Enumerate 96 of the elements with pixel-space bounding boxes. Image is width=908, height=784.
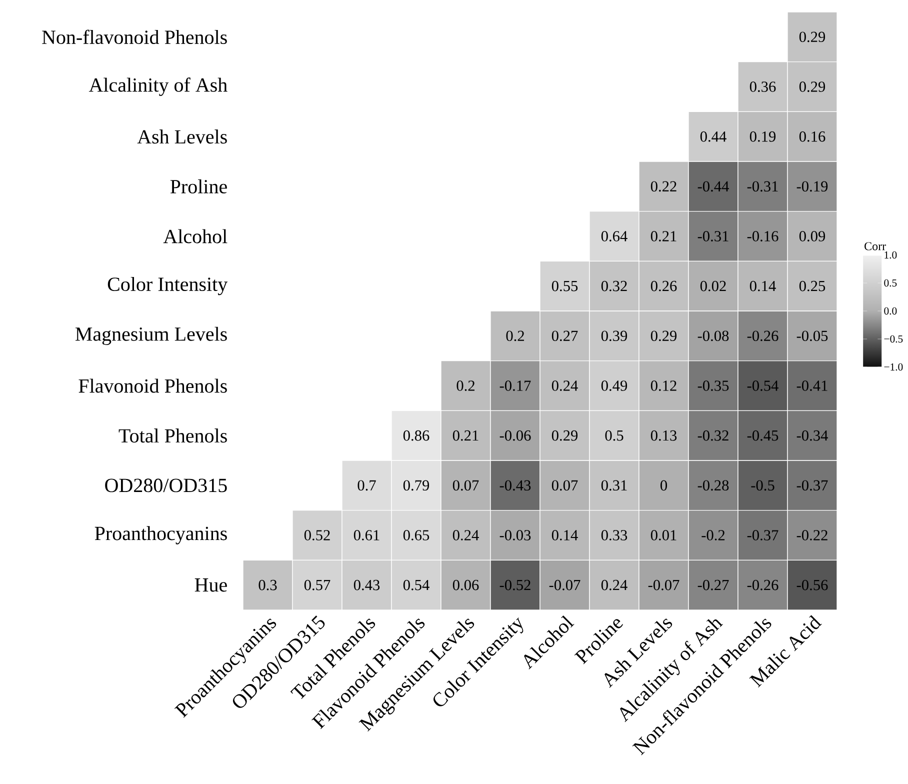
y-tick-label: Hue [194, 578, 227, 592]
data-label: 0.29 [650, 330, 677, 342]
data-label: 0.86 [403, 430, 430, 441]
y-tick-label: Proline [170, 179, 227, 194]
data-label: 0.2 [506, 330, 524, 342]
data-label: -0.05 [796, 330, 828, 342]
data-label: -0.07 [549, 580, 580, 590]
data-label: -0.5 [751, 480, 774, 491]
data-label: -0.37 [747, 530, 778, 540]
data-label: 0.16 [799, 131, 826, 142]
data-label: -0.54 [747, 380, 778, 391]
data-label: 0.25 [799, 280, 826, 292]
data-label: -0.44 [698, 181, 729, 192]
data-label: 0.24 [452, 530, 479, 540]
data-label: 0.39 [601, 330, 628, 342]
data-label: 0.24 [552, 380, 578, 391]
y-tick-label: Color Intensity [108, 276, 228, 296]
data-label: 0.07 [552, 480, 578, 491]
data-label: 0.22 [650, 181, 676, 192]
data-label: -0.2 [702, 530, 725, 540]
data-label: -0.03 [500, 530, 531, 540]
data-label: 0.61 [354, 530, 380, 540]
y-tick-label: Non-flavonoid Phenols [42, 30, 227, 44]
data-label: -0.31 [747, 181, 778, 192]
y-tick-label: Alcalinity of Ash [88, 78, 228, 96]
data-label: 0.5 [605, 430, 624, 441]
data-label: -0.35 [698, 380, 729, 391]
y-tick-label: Total Phenols [118, 428, 227, 443]
data-label: 0.13 [650, 430, 677, 441]
color-bar-label: 1.0 [884, 251, 897, 259]
data-label: -0.27 [698, 580, 729, 590]
data-label: 0.7 [358, 480, 376, 491]
y-tick-label: OD280/OD315 [105, 478, 227, 492]
data-label: 0.3 [258, 580, 277, 590]
data-label: 0.29 [552, 430, 578, 441]
data-label: 0.65 [403, 530, 430, 540]
y-tick-label: Alcohol [163, 229, 228, 244]
data-label: 0.14 [750, 280, 776, 292]
data-label: 0.07 [452, 480, 479, 491]
y-tick-label: Proanthocyanins [94, 526, 227, 544]
data-label: 0.36 [750, 82, 776, 92]
data-label: 0.54 [403, 580, 430, 590]
data-label: -0.31 [698, 231, 728, 242]
data-label: 0.29 [799, 32, 826, 42]
data-label: 0.19 [750, 131, 776, 142]
data-label: 0.14 [552, 530, 578, 540]
data-label: -0.17 [500, 380, 531, 391]
data-label: -0.08 [698, 330, 729, 342]
data-label: 0.57 [304, 580, 330, 590]
data-label: -0.19 [796, 181, 828, 192]
data-label: -0.32 [698, 430, 728, 441]
data-label: 0.12 [650, 380, 676, 391]
data-label: -0.16 [747, 231, 778, 242]
data-label: 0.64 [601, 231, 628, 242]
data-label: -0.41 [796, 380, 828, 391]
y-tick-label: Magnesium Levels [75, 326, 227, 345]
data-label: 0.44 [700, 131, 726, 142]
data-label: 0.29 [799, 82, 826, 92]
data-label: -0.26 [747, 580, 778, 590]
data-label: 0.79 [403, 480, 430, 491]
data-label: -0.52 [500, 580, 530, 590]
data-label: 0.24 [601, 580, 628, 590]
data-label: 0.02 [700, 280, 726, 292]
data-label: 0.01 [650, 530, 676, 540]
data-label: 0.52 [304, 530, 330, 540]
data-label: -0.45 [747, 430, 778, 441]
data-label: -0.28 [698, 480, 729, 491]
data-label: 0.33 [601, 530, 628, 540]
data-label: 0 [660, 480, 668, 491]
data-label: 0.21 [650, 231, 676, 242]
data-label: -0.22 [796, 530, 828, 540]
data-label: 0.31 [601, 480, 627, 491]
data-label: -0.34 [796, 430, 828, 441]
data-label: 0.09 [799, 231, 826, 242]
data-label: 0.26 [650, 280, 677, 292]
data-label: -0.07 [648, 580, 680, 590]
y-tick-label: Ash Levels [137, 130, 227, 144]
y-tick-label: Flavonoid Phenols [78, 378, 227, 393]
color-bar-title: Corr [864, 242, 886, 250]
data-label: 0.27 [552, 330, 578, 342]
data-label: -0.37 [796, 480, 828, 491]
color-bar-label: −0.5 [884, 335, 903, 343]
data-label: -0.06 [500, 430, 531, 441]
color-bar-label: −1.0 [884, 363, 903, 371]
color-bar-label: 0.5 [884, 279, 897, 287]
color-bar-label: 0.0 [884, 307, 897, 315]
data-label: 0.32 [601, 280, 627, 292]
data-label: 0.55 [552, 280, 578, 292]
data-label: -0.43 [500, 480, 531, 491]
data-label: 0.06 [452, 580, 479, 590]
data-label: 0.49 [601, 380, 628, 391]
data-label: 0.21 [452, 430, 478, 441]
data-label: 0.2 [456, 380, 474, 391]
data-label: -0.26 [747, 330, 778, 342]
data-label: 0.43 [354, 580, 380, 590]
data-label: -0.56 [796, 580, 828, 590]
